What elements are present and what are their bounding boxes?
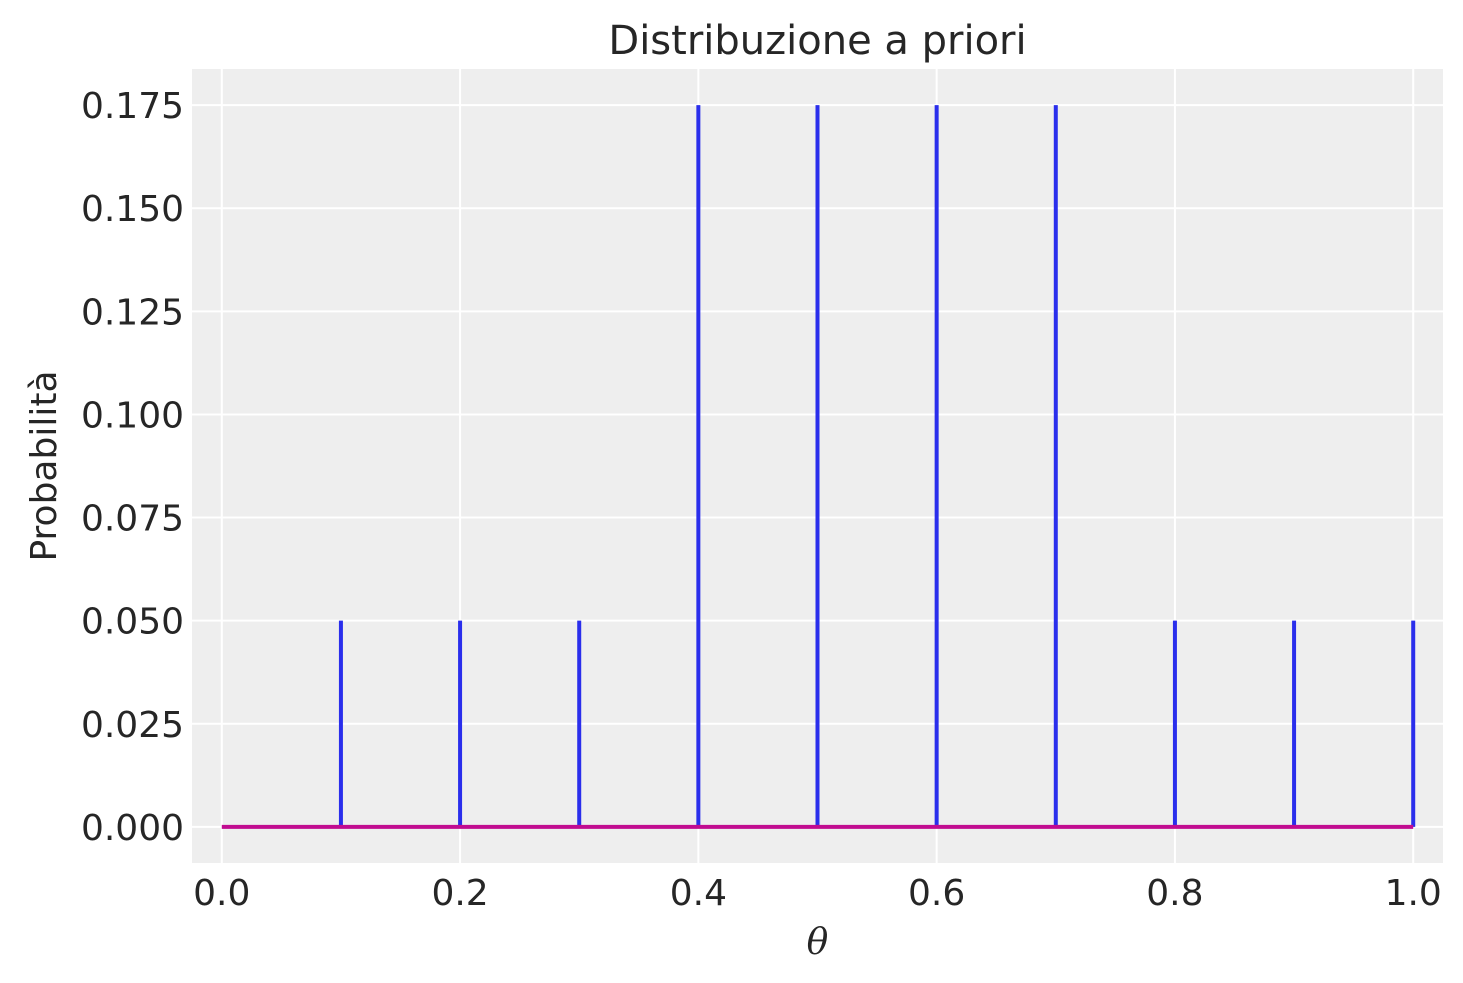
- x-tick-label: 0.4: [670, 873, 727, 914]
- stems: [338, 105, 1416, 827]
- x-tick-label: 0.2: [431, 873, 488, 914]
- y-tick-label: 0.050: [81, 602, 184, 643]
- y-tick-label: 0.150: [81, 189, 184, 230]
- x-tick-label: 1.0: [1385, 873, 1442, 914]
- y-tick-label: 0.100: [81, 395, 184, 436]
- y-tick-label: 0.075: [81, 499, 184, 540]
- x-tick-label: 0.6: [908, 873, 965, 914]
- chart-title: Distribuzione a priori: [608, 18, 1026, 64]
- y-tick-label: 0.000: [81, 808, 184, 849]
- x-axis-label: θ: [807, 922, 829, 963]
- y-tick-label: 0.175: [81, 86, 184, 127]
- x-tick-label: 0.8: [1146, 873, 1203, 914]
- y-tick-label: 0.025: [81, 705, 184, 746]
- y-axis-label: Probabilità: [24, 370, 65, 561]
- y-tick-labels: 0.000 0.025 0.050 0.075 0.100 0.125 0.150 0.175: [81, 86, 184, 849]
- x-tick-label: 0.0: [193, 873, 250, 914]
- x-tick-labels: 0.0 0.2 0.4 0.6 0.8 1.0: [193, 873, 1442, 914]
- y-tick-label: 0.125: [81, 292, 184, 333]
